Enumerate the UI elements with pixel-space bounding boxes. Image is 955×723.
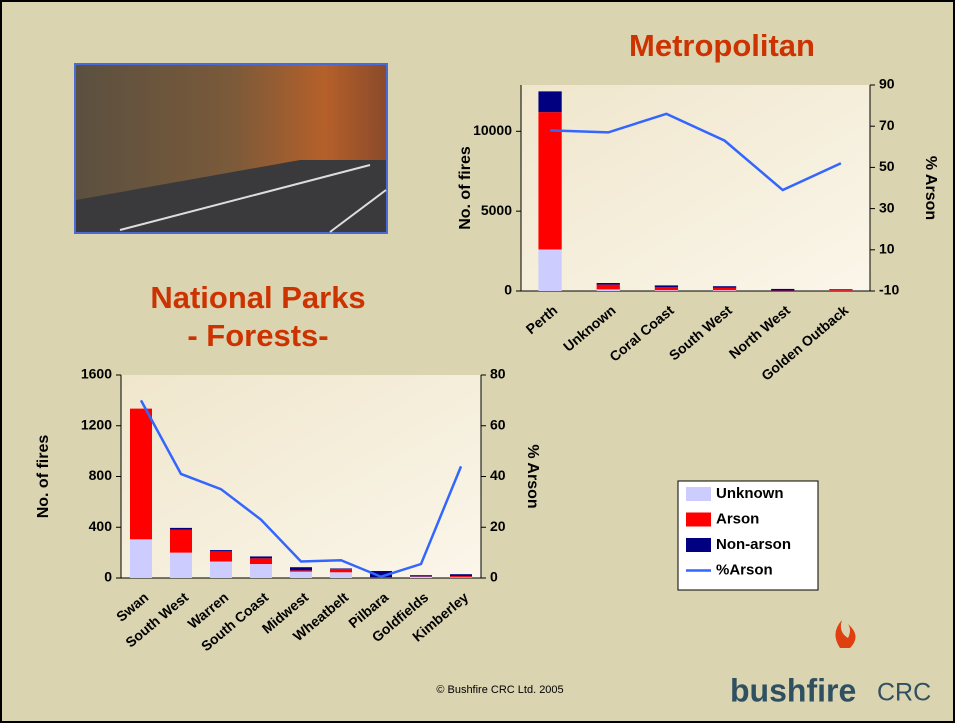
logo-brand: bushfire (730, 672, 856, 708)
legend-label: Non-arson (716, 536, 791, 553)
y2-axis-label: % Arson (922, 156, 939, 220)
photo (74, 63, 388, 234)
chart-title: National Parks (150, 280, 365, 315)
bar-segment (290, 567, 312, 571)
y2-tick-label: 80 (490, 366, 506, 382)
arson-line (550, 112, 842, 192)
arson-line (139, 399, 463, 579)
bar-segment (250, 564, 272, 578)
y-tick-label: 800 (89, 467, 113, 483)
legend-swatch (686, 512, 711, 527)
bar-segment (410, 575, 432, 577)
plot-area (521, 85, 870, 291)
logo-suffix: CRC (877, 679, 931, 707)
bar-segment (210, 561, 232, 578)
y2-tick-label: 10 (879, 241, 895, 257)
logo: bushfire CRC (730, 620, 931, 708)
chart-subtitle: - Forests- (187, 318, 328, 353)
chart-title: Metropolitan (629, 28, 815, 63)
legend-label: Arson (716, 510, 759, 527)
legend-label: Unknown (716, 485, 784, 502)
y2-tick-label: 60 (490, 416, 506, 432)
bar-segment (170, 529, 192, 553)
bar-segment (130, 539, 152, 578)
y2-tick-label: 70 (879, 117, 895, 133)
bar-segment (654, 285, 679, 288)
bar-segment (450, 574, 472, 577)
y2-tick-label: -10 (879, 282, 899, 298)
y-axis-label: No. of fires (35, 435, 52, 519)
bar-segment (596, 283, 620, 285)
bar-segment (596, 284, 620, 290)
y2-axis-label: % Arson (524, 444, 541, 508)
bar-segment (712, 290, 737, 291)
bar-segment (654, 290, 679, 291)
bar-segment (829, 289, 853, 291)
bar-segment (250, 556, 272, 559)
y-tick-label: 0 (504, 282, 512, 298)
legend-swatch (686, 538, 711, 552)
y-tick-label: 400 (89, 518, 113, 534)
y2-tick-label: 40 (490, 467, 506, 483)
y-tick-label: 1600 (81, 366, 112, 382)
copyright: © Bushfire CRC Ltd. 2005 (436, 684, 563, 696)
y2-tick-label: 20 (490, 518, 506, 534)
bar-segment (538, 249, 562, 291)
y2-tick-label: 30 (879, 199, 895, 215)
bar-segment (410, 576, 432, 578)
bar-segment (210, 550, 232, 552)
legend-swatch (686, 487, 711, 501)
y-tick-label: 0 (104, 569, 112, 585)
legend-label: %Arson (716, 561, 773, 578)
bar-segment (712, 286, 737, 288)
bar-segment (538, 112, 562, 250)
bar-segment (538, 91, 562, 113)
bar-segment (654, 287, 679, 291)
bar-segment (330, 568, 352, 570)
bar-segment (170, 527, 192, 530)
bar-segment (170, 552, 192, 578)
bar-segment (330, 572, 352, 578)
bar-segment (330, 569, 352, 573)
y-tick-label: 5000 (481, 202, 512, 218)
y-tick-label: 10000 (473, 122, 512, 138)
bar-segment (130, 408, 152, 540)
bar-segment (370, 571, 392, 578)
bar-segment (290, 571, 312, 578)
bar-segment (250, 558, 272, 565)
bar-segment (450, 577, 472, 578)
bar-segment (712, 287, 737, 291)
y-axis-label: No. of fires (457, 146, 474, 230)
bar-segment (210, 551, 232, 562)
y2-tick-label: 0 (490, 569, 498, 585)
y2-tick-label: 90 (879, 76, 895, 92)
y2-tick-label: 50 (879, 158, 895, 174)
bar-segment (771, 288, 795, 291)
bar-segment (450, 576, 472, 578)
y-tick-label: 1200 (81, 416, 112, 432)
bar-segment (290, 570, 312, 572)
bar-segment (596, 289, 620, 291)
